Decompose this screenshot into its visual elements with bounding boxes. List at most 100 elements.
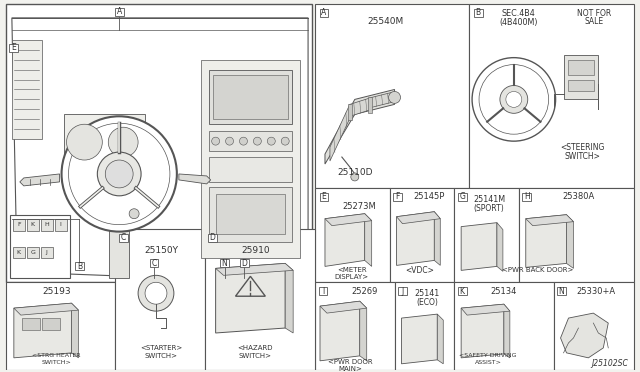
- Bar: [115, 8, 124, 16]
- Circle shape: [281, 137, 289, 145]
- Bar: [27, 247, 38, 259]
- Bar: [209, 70, 292, 124]
- Text: H: H: [44, 222, 49, 227]
- Bar: [209, 131, 292, 151]
- Circle shape: [239, 137, 248, 145]
- Bar: [205, 229, 315, 370]
- Polygon shape: [216, 263, 293, 275]
- Circle shape: [145, 282, 167, 304]
- Text: MAIN>: MAIN>: [338, 366, 362, 372]
- Bar: [22, 318, 40, 330]
- Polygon shape: [437, 314, 444, 364]
- Text: 25141: 25141: [415, 289, 440, 298]
- Text: 25540M: 25540M: [368, 17, 404, 26]
- Polygon shape: [325, 89, 394, 164]
- Polygon shape: [285, 263, 293, 333]
- Circle shape: [479, 65, 548, 134]
- Bar: [319, 9, 328, 17]
- Polygon shape: [497, 223, 503, 271]
- Polygon shape: [216, 263, 285, 333]
- Bar: [75, 262, 84, 270]
- Circle shape: [97, 152, 141, 196]
- Polygon shape: [330, 105, 350, 161]
- Text: 25141M: 25141M: [473, 195, 505, 204]
- Text: <METER: <METER: [337, 267, 367, 273]
- Text: E: E: [322, 192, 326, 201]
- Text: <STEERING: <STEERING: [560, 142, 605, 152]
- Text: <HAZARD: <HAZARD: [237, 345, 273, 351]
- Text: SWITCH>: SWITCH>: [42, 360, 72, 365]
- Text: D: D: [241, 259, 248, 268]
- Polygon shape: [20, 174, 60, 186]
- Polygon shape: [325, 214, 365, 266]
- Bar: [458, 287, 467, 295]
- Polygon shape: [525, 215, 573, 226]
- Bar: [315, 188, 390, 282]
- Text: C: C: [152, 259, 157, 268]
- Circle shape: [506, 92, 522, 108]
- Circle shape: [68, 123, 170, 225]
- Text: SALE: SALE: [585, 17, 604, 26]
- Text: (ECO): (ECO): [417, 298, 438, 307]
- Bar: [220, 259, 229, 267]
- Circle shape: [106, 160, 133, 188]
- Text: G: G: [30, 250, 35, 255]
- Polygon shape: [14, 303, 79, 315]
- Bar: [208, 234, 217, 241]
- Bar: [6, 4, 312, 282]
- Bar: [454, 282, 554, 370]
- Bar: [118, 234, 127, 241]
- Circle shape: [61, 116, 177, 232]
- Polygon shape: [320, 301, 360, 361]
- Bar: [27, 219, 38, 231]
- Bar: [554, 282, 634, 370]
- Bar: [315, 4, 469, 188]
- Text: 25150Y: 25150Y: [144, 246, 178, 255]
- Text: <VDC>: <VDC>: [405, 266, 434, 275]
- Bar: [393, 193, 402, 201]
- Text: F: F: [396, 192, 400, 201]
- Text: 25110D: 25110D: [337, 169, 372, 177]
- Text: SWITCH>: SWITCH>: [145, 353, 177, 359]
- Text: 25380A: 25380A: [563, 192, 595, 201]
- Bar: [394, 282, 454, 370]
- Text: A: A: [321, 9, 326, 17]
- Bar: [13, 247, 25, 259]
- Text: <STRG HEATER: <STRG HEATER: [33, 353, 81, 358]
- Text: 25330+A: 25330+A: [577, 287, 616, 296]
- Bar: [216, 194, 285, 234]
- Circle shape: [138, 275, 174, 311]
- Text: C: C: [120, 233, 126, 242]
- Bar: [319, 287, 328, 295]
- Text: 25134: 25134: [491, 287, 517, 296]
- Bar: [454, 188, 519, 282]
- Text: J25102SC: J25102SC: [591, 359, 628, 368]
- Bar: [458, 193, 467, 201]
- Text: 25269: 25269: [351, 287, 378, 296]
- Circle shape: [67, 124, 102, 160]
- Polygon shape: [397, 212, 435, 265]
- Text: H: H: [524, 192, 530, 201]
- Polygon shape: [566, 215, 573, 268]
- Polygon shape: [435, 212, 440, 265]
- Text: 25273M: 25273M: [343, 202, 376, 211]
- Circle shape: [129, 209, 139, 219]
- Text: N: N: [559, 287, 564, 296]
- Bar: [557, 287, 566, 295]
- Text: N: N: [221, 259, 227, 268]
- Polygon shape: [372, 93, 392, 108]
- Bar: [63, 114, 145, 169]
- Text: DISPLAY>: DISPLAY>: [335, 274, 369, 280]
- Text: B: B: [77, 262, 82, 271]
- Polygon shape: [461, 304, 504, 358]
- Text: <PWR DOOR: <PWR DOOR: [328, 359, 372, 365]
- Polygon shape: [504, 304, 510, 358]
- Text: SWITCH>: SWITCH>: [239, 353, 272, 359]
- Text: E: E: [12, 43, 16, 52]
- Polygon shape: [360, 301, 367, 361]
- Bar: [522, 193, 531, 201]
- Polygon shape: [14, 303, 72, 358]
- Bar: [212, 74, 288, 119]
- Circle shape: [472, 58, 556, 141]
- Text: I: I: [322, 287, 324, 296]
